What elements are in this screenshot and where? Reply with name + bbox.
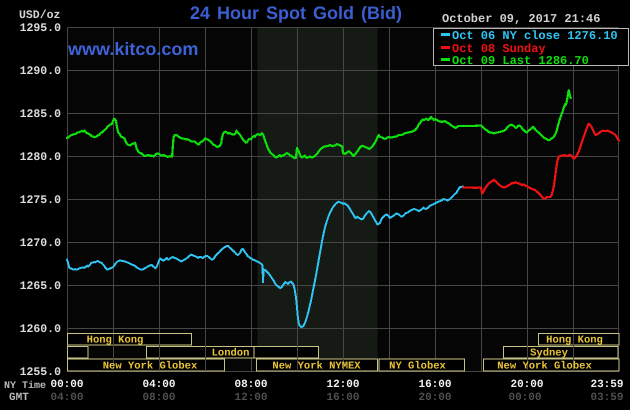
- svg-text:00:00: 00:00: [50, 379, 83, 391]
- svg-text:20:00: 20:00: [418, 392, 451, 404]
- svg-text:NY Time: NY Time: [4, 380, 46, 392]
- svg-text:12:00: 12:00: [234, 392, 267, 404]
- svg-text:Sydney: Sydney: [530, 348, 569, 360]
- svg-text:16:00: 16:00: [418, 379, 451, 391]
- svg-text:Hong Kong: Hong Kong: [87, 335, 144, 347]
- svg-text:NY Globex: NY Globex: [389, 361, 446, 373]
- svg-text:20:00: 20:00: [510, 379, 543, 391]
- svg-text:08:00: 08:00: [234, 379, 267, 391]
- svg-text:New York Globex: New York Globex: [103, 361, 198, 373]
- svg-text:04:00: 04:00: [50, 392, 83, 404]
- svg-text:16:00: 16:00: [326, 392, 359, 404]
- svg-text:04:00: 04:00: [142, 379, 175, 391]
- svg-text:London: London: [212, 348, 250, 360]
- svg-text:New York NYMEX: New York NYMEX: [272, 361, 361, 373]
- svg-text:00:00: 00:00: [508, 392, 541, 404]
- svg-text:Hong Kong: Hong Kong: [546, 335, 603, 347]
- svg-text:23:59: 23:59: [590, 379, 623, 391]
- svg-text:03:59: 03:59: [590, 392, 623, 404]
- svg-text:GMT: GMT: [9, 392, 29, 404]
- svg-text:08:00: 08:00: [142, 392, 175, 404]
- svg-text:12:00: 12:00: [326, 379, 359, 391]
- svg-text:New York Globex: New York Globex: [497, 361, 592, 373]
